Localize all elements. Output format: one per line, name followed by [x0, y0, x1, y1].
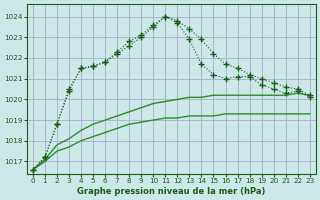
X-axis label: Graphe pression niveau de la mer (hPa): Graphe pression niveau de la mer (hPa)	[77, 187, 266, 196]
